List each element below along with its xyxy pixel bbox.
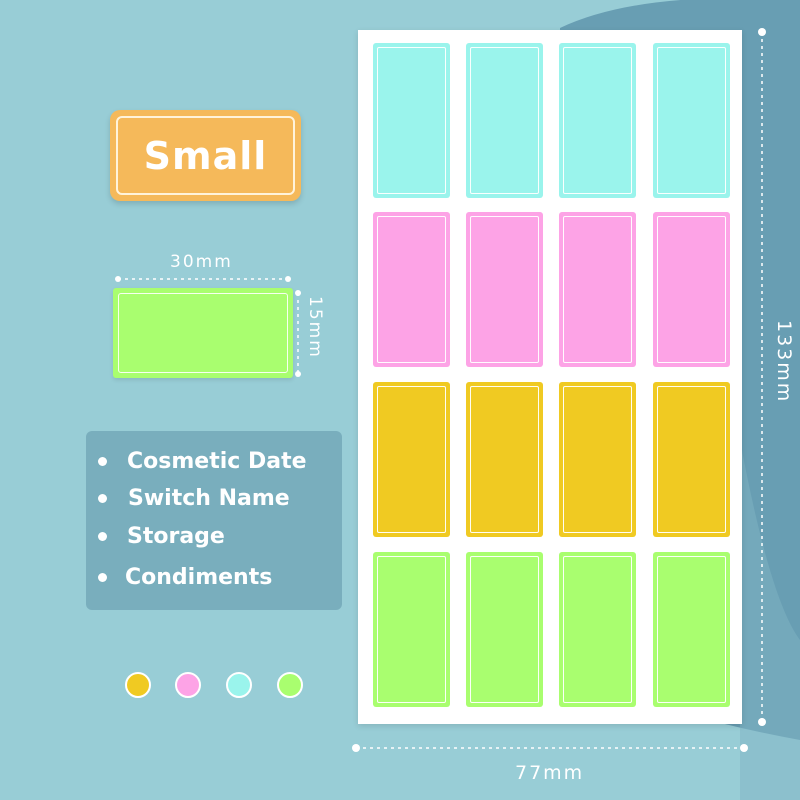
dimension-endpoint (758, 28, 766, 36)
label-sheet (358, 30, 742, 724)
use-item: Storage (98, 521, 225, 551)
sheet-label (653, 43, 730, 198)
color-swatch-pink[interactable] (175, 672, 201, 698)
sheet-label (373, 552, 450, 707)
use-text: Cosmetic Date (127, 448, 307, 474)
sheet-label (373, 212, 450, 367)
size-label: Small (143, 133, 268, 178)
color-swatch-yellow[interactable] (125, 672, 151, 698)
sheet-label (373, 43, 450, 198)
use-text: Switch Name (128, 485, 290, 511)
sheet-label (466, 382, 543, 537)
sheet-label (559, 43, 636, 198)
sheet-label (466, 43, 543, 198)
label-width-text: 30mm (170, 252, 233, 272)
sheet-label (653, 382, 730, 537)
sample-label (113, 288, 293, 378)
uses-panel: Cosmetic Date Switch Name Storage Condim… (86, 431, 342, 610)
bullet-icon (98, 493, 107, 503)
color-swatch-green[interactable] (277, 672, 303, 698)
bullet-icon (98, 572, 107, 582)
use-text: Condiments (125, 564, 273, 590)
dimension-endpoint (758, 718, 766, 726)
bullet-icon (98, 456, 107, 466)
label-height-text: 15mm (305, 296, 325, 359)
sheet-label (559, 212, 636, 367)
size-badge: Small (110, 110, 301, 201)
dimension-endpoint (740, 744, 748, 752)
sheet-label (653, 552, 730, 707)
sheet-label (466, 212, 543, 367)
dimension-endpoint (295, 371, 301, 377)
accent-background-shape (740, 440, 800, 800)
sheet-label (653, 212, 730, 367)
sheet-label (373, 382, 450, 537)
color-swatch-cyan[interactable] (226, 672, 252, 698)
dimension-endpoint (352, 744, 360, 752)
use-text: Storage (127, 523, 225, 549)
use-item: Condiments (98, 562, 272, 592)
dimension-endpoint (115, 276, 121, 282)
dimension-endpoint (285, 276, 291, 282)
sheet-label (559, 382, 636, 537)
sheet-label (466, 552, 543, 707)
sheet-height-text: 133mm (773, 320, 795, 404)
use-item: Cosmetic Date (98, 446, 307, 476)
use-item: Switch Name (98, 483, 290, 513)
sheet-width-text: 77mm (515, 762, 585, 784)
dimension-endpoint (295, 290, 301, 296)
bullet-icon (98, 531, 107, 541)
sheet-label (559, 552, 636, 707)
